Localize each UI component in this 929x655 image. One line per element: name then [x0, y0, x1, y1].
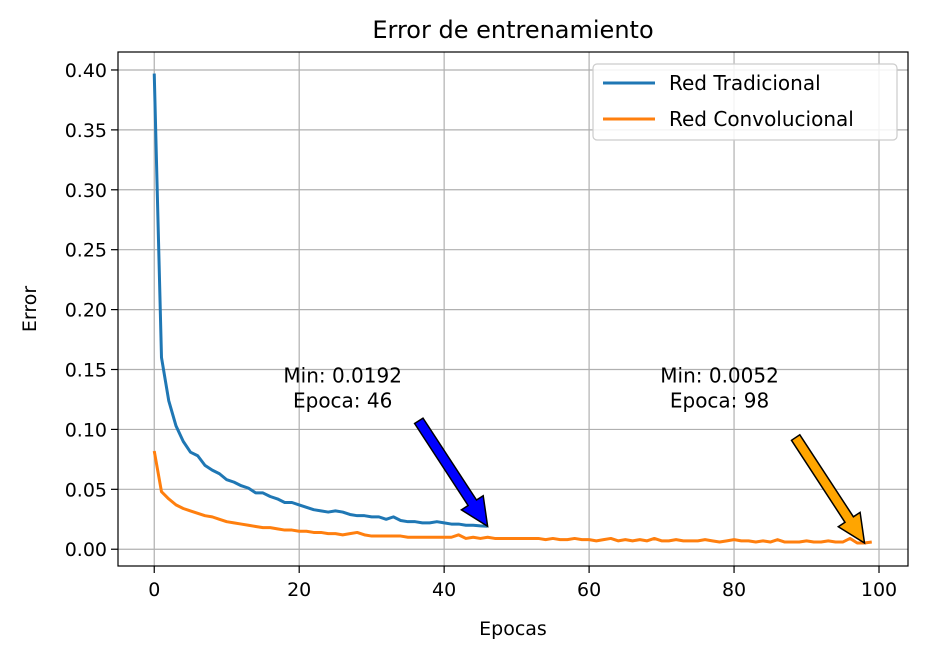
- y-tick-label: 0.10: [65, 419, 107, 441]
- legend: Red Tradicional Red Convolucional: [592, 63, 898, 141]
- y-tick-label: 0.05: [65, 479, 107, 501]
- annotation-min-label: Min: 0.0052: [660, 363, 779, 387]
- y-tick-label: 0.20: [65, 300, 107, 322]
- x-tick-label: 100: [861, 579, 897, 601]
- y-tick-label: 0.40: [65, 60, 107, 82]
- x-tick-label: 60: [577, 579, 601, 601]
- x-tick-label: 20: [287, 579, 311, 601]
- legend-label-red-convolucional: Red Convolucional: [669, 107, 854, 131]
- annotation-epoch-label: Epoca: 46: [293, 388, 392, 412]
- series-lines: [152, 73, 872, 545]
- annotation-min-label: Min: 0.0192: [283, 363, 402, 387]
- x-axis-label: Epocas: [479, 618, 547, 640]
- series-line-red-tradicional: [152, 73, 488, 528]
- y-tick-label: 0.30: [65, 180, 107, 202]
- x-tick-label: 80: [722, 579, 746, 601]
- annotation-arrow: [790, 433, 866, 545]
- y-axis-label: Error: [19, 286, 41, 333]
- annotation-arrow: [413, 417, 489, 528]
- y-tick-label: 0.00: [65, 539, 107, 561]
- y-tick-label: 0.25: [65, 240, 107, 262]
- x-tick-label: 0: [148, 579, 160, 601]
- y-tick-label: 0.15: [65, 360, 107, 382]
- legend-label-red-tradicional: Red Tradicional: [669, 71, 821, 95]
- x-tick-label: 40: [432, 579, 456, 601]
- ticks: 0 20 40 60 80 100 0.00 0.05 0.10 0.15 0.20 0.25 0.30…: [65, 60, 897, 601]
- annotation-epoch-label: Epoca: 98: [670, 388, 769, 412]
- series-line-red-convolucional: [152, 450, 872, 545]
- y-tick-label: 0.35: [65, 120, 107, 142]
- chart-title: Error de entrenamiento: [372, 16, 653, 44]
- legend-box: [592, 63, 898, 141]
